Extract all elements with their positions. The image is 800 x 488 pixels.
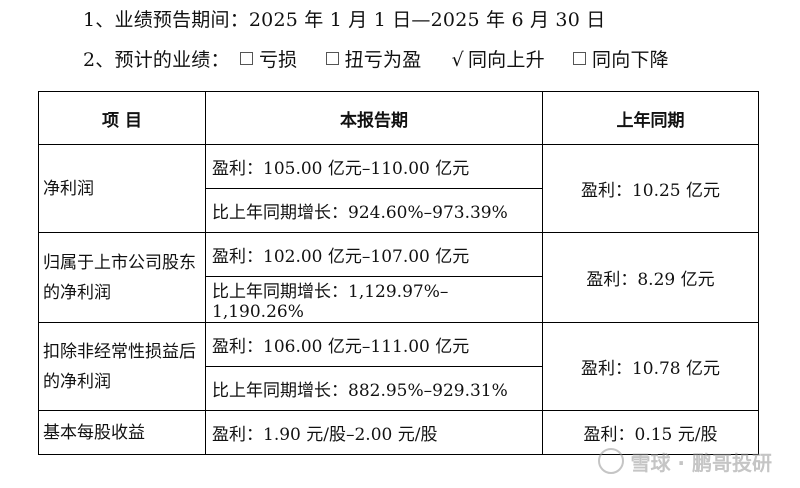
table-row: 归属于上市公司股东的净利润 盈利：102.00 亿元–107.00 亿元 盈利：… [38,232,759,323]
option-increase: √ 同向上升 [451,49,545,71]
header-prior-period: 上年同期 [542,91,759,145]
row-item-net-profit: 净利润 [38,144,206,233]
current-profit-cell: 盈利：1.90 元/股–2.00 元/股 [205,410,543,455]
earnings-forecast-table: 项 目 本报告期 上年同期 净利润 盈利：105.00 亿元–110.00 亿元… [38,91,759,455]
option-loss: 亏损 [236,49,297,71]
watermark: 雪球 · 鹏哥投研 [598,447,772,476]
current-profit-cell: 盈利：105.00 亿元–110.00 亿元 [205,144,543,189]
option-turnaround: 扭亏为盈 [322,49,422,71]
prior-profit-cell: 盈利：10.25 亿元 [542,144,759,233]
forecast-type-label: 2、预计的业绩： [83,49,230,71]
header-item: 项 目 [38,91,206,145]
checkbox-icon [573,52,587,65]
checkbox-icon [239,52,253,65]
current-profit-cell: 盈利：102.00 亿元–107.00 亿元 [205,232,543,277]
prior-profit-cell: 盈利：10.78 亿元 [542,322,759,411]
table-row: 比上年同期增长：1,129.97%–1,190.26% [39,276,759,323]
table-row: 净利润 盈利：105.00 亿元–110.00 亿元 盈利：10.25 亿元 [38,144,759,233]
row-item-eps: 基本每股收益 [38,410,206,455]
current-growth-cell: 比上年同期增长：924.60%–973.39% [205,188,543,233]
forecast-period-line: 1、业绩预告期间：2025 年 1 月 1 日—2025 年 6 月 30 日 [83,9,606,31]
header-current-period: 本报告期 [205,91,543,145]
checkbox-icon [325,52,339,65]
snowball-logo-icon [598,448,625,474]
table-row: 比上年同期增长：882.95%–929.31% [39,366,759,411]
row-item-attributable-net-profit: 归属于上市公司股东的净利润 [38,232,206,323]
table-row: 基本每股收益 盈利：1.90 元/股–2.00 元/股 盈利：0.15 元/股 [38,410,759,455]
checkmark-icon: √ [451,49,464,71]
prior-profit-cell: 盈利：0.15 元/股 [542,410,759,455]
prior-profit-cell: 盈利：8.29 亿元 [542,232,759,323]
table-row: 比上年同期增长：924.60%–973.39% [39,188,759,233]
table-header-row: 项 目 本报告期 上年同期 [38,91,759,145]
row-item-deducted-net-profit: 扣除非经常性损益后的净利润 [38,322,206,411]
option-decrease: 同向下降 [569,49,669,71]
current-growth-cell: 比上年同期增长：1,129.97%–1,190.26% [205,276,543,323]
current-growth-cell: 比上年同期增长：882.95%–929.31% [205,366,543,411]
forecast-type-line: 2、预计的业绩： 亏损 扭亏为盈 √ 同向上升 同向下降 [83,45,687,72]
current-profit-cell: 盈利：106.00 亿元–111.00 亿元 [205,322,543,367]
table-row: 扣除非经常性损益后的净利润 盈利：106.00 亿元–111.00 亿元 盈利：… [38,322,759,411]
